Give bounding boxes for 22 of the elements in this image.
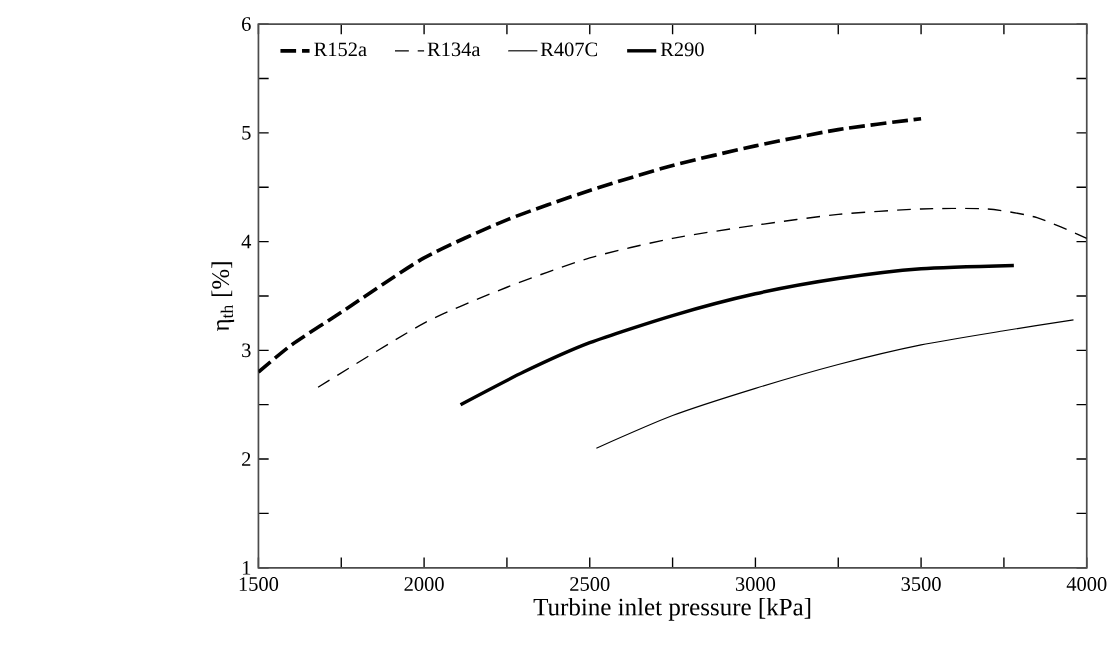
x-tick-label: 3000	[735, 576, 776, 591]
y-tick-label: 6	[242, 17, 251, 31]
line-series	[317, 207, 1087, 388]
line-series	[258, 116, 923, 374]
x-tick-label: 2500	[570, 576, 610, 591]
y-axis-title: η$_{th}$ [%]	[211, 262, 235, 331]
x-tick-label: 4000	[1066, 576, 1107, 591]
legend-label: R152a	[314, 42, 367, 57]
y-tick-label: 3	[242, 343, 251, 358]
y-tick-label: 4	[241, 234, 252, 249]
x-tick-label: 2000	[404, 576, 444, 591]
line-series	[458, 263, 1016, 407]
x-axis-title: Turbine inlet pressure [kPa]	[533, 597, 811, 621]
legend-label: R134a	[427, 42, 481, 57]
line-series	[595, 319, 1075, 449]
y-tick-label: 5	[242, 125, 251, 140]
legend-label: R290	[660, 42, 704, 57]
legend-label: R407C	[540, 42, 598, 57]
x-tick-label: 3500	[901, 576, 941, 591]
y-tick-label: 1	[242, 560, 251, 575]
y-tick-label: 2	[242, 452, 251, 466]
x-tick-label: 1500	[239, 576, 279, 591]
